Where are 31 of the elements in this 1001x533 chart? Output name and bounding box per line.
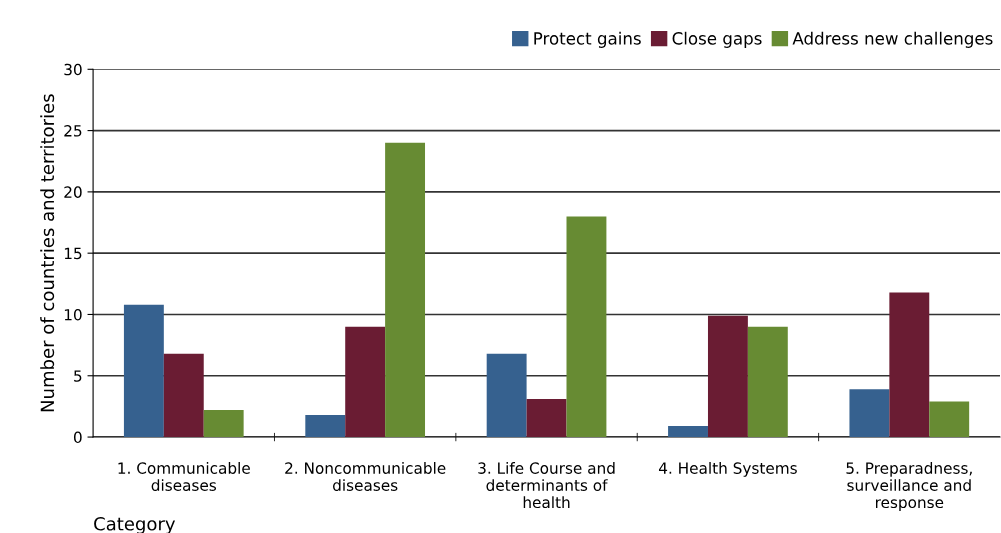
y-tick-label: 15	[64, 247, 82, 260]
bar	[889, 292, 930, 438]
y-tick-label: 0	[73, 431, 82, 444]
x-tick-label: 3. Life Course and determinants of health	[478, 462, 615, 509]
bar	[526, 399, 567, 438]
x-tick-label: 2. Noncommunicable diseases	[285, 462, 446, 491]
bar	[668, 426, 708, 438]
y-tick-label: 25	[64, 125, 82, 137]
bar	[747, 326, 788, 438]
bar	[305, 414, 346, 438]
bar	[486, 353, 527, 438]
y-tick-label: 30	[64, 63, 82, 76]
bar	[345, 326, 386, 438]
legend-label: Address new challenges	[792, 31, 993, 48]
legend-label: Close gaps	[672, 31, 762, 48]
bar	[707, 315, 748, 438]
y-tick-label: 10	[64, 308, 82, 321]
bar	[929, 401, 970, 438]
x-tick-label: 1. Communicable diseases	[118, 462, 250, 491]
x-tick-label: 4. Health Systems	[658, 462, 797, 477]
y-tick-label: 5	[74, 370, 82, 382]
y-axis-title: Number of countries and territories	[40, 94, 55, 412]
legend-label: Protect gains	[534, 31, 641, 48]
bar	[849, 389, 890, 438]
bar	[566, 216, 607, 438]
bar	[385, 142, 426, 438]
bar	[203, 410, 244, 438]
bar	[163, 353, 204, 438]
x-tick-label: 5. Preparadness, surveillance and response	[846, 462, 972, 512]
y-tick-label: 20	[64, 186, 82, 198]
bar	[123, 304, 164, 438]
